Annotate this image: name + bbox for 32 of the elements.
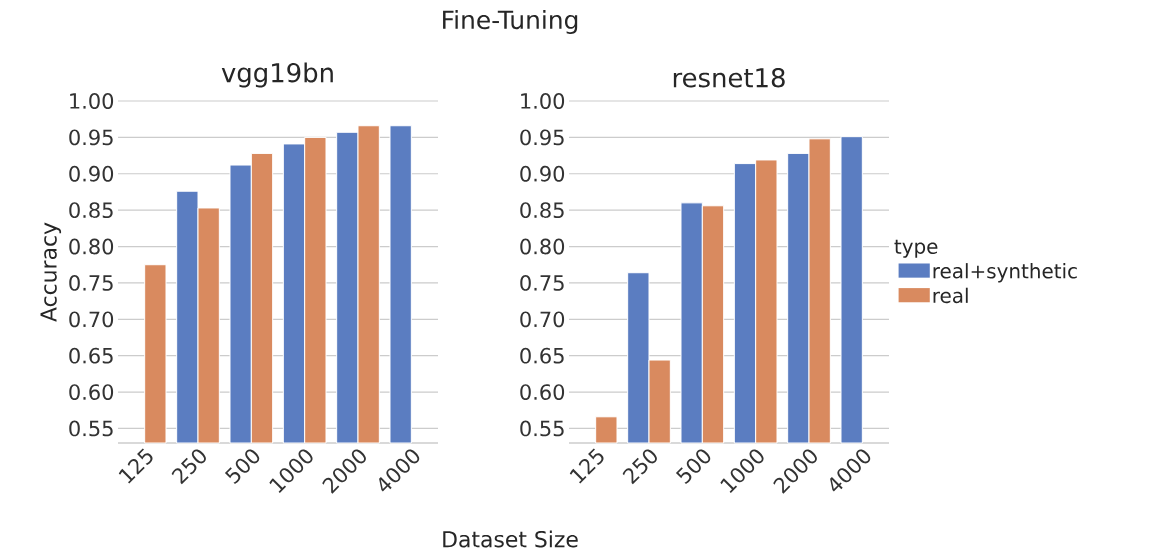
y-tick-label: 1.00 [70,93,114,109]
text: Fine-Tuning [443,9,578,35]
y-tick-label: 0.70 [69,311,114,328]
y-tick-label: 0.75 [520,275,564,291]
y-axis-title: Accuracy [40,222,62,322]
y-tick-label: 0.55 [520,420,564,437]
legend-label: real [933,287,968,304]
y-tick-label: 0.65 [520,347,564,364]
y-tick-label: 0.95 [69,129,113,146]
legend-label: real+synthetic [933,263,1077,283]
y-tick-label: 0.60 [69,384,114,400]
y-tick-label: 0.90 [69,165,114,182]
y-tick-label: 0.90 [520,165,565,182]
y-tick-label: 0.80 [520,238,565,255]
legend-title: type [894,239,938,258]
y-tick-label: 0.60 [520,384,565,400]
y-tick-label: 0.55 [69,420,113,437]
x-tick-label: 500 [675,449,711,484]
x-tick-label: 250 [622,449,657,485]
x-tick-label: 500 [224,449,260,484]
y-tick-label: 0.95 [520,129,564,146]
chart-subtitle: resnet18 [673,67,785,88]
x-axis-title: Dataset Size [443,530,578,548]
chart-subtitle: vgg19bn [221,62,333,88]
y-tick-label: 0.65 [69,347,113,364]
y-tick-label: 0.70 [520,311,565,328]
y-tick-label: 0.80 [69,238,114,255]
y-tick-label: 1.00 [521,93,565,109]
y-tick-label: 0.85 [69,202,113,219]
x-tick-label: 250 [171,449,206,485]
y-tick-label: 0.75 [69,275,113,291]
y-tick-label: 0.85 [520,202,564,219]
